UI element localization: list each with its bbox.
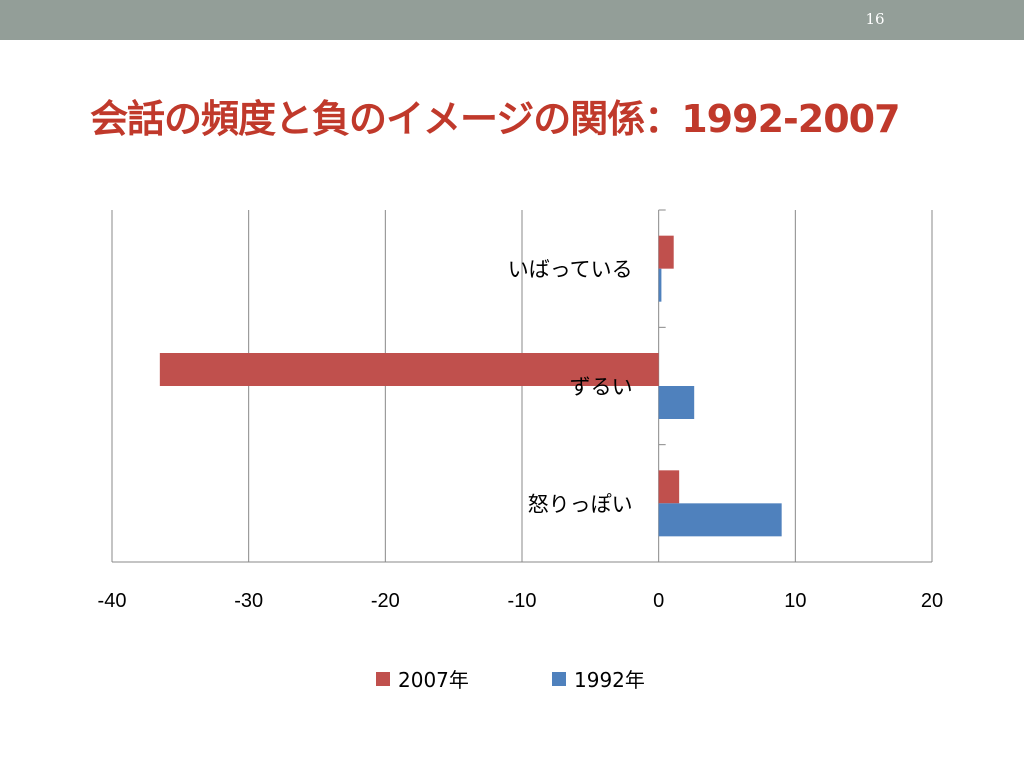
category-label: ずるい bbox=[570, 375, 633, 399]
bar-1992 bbox=[658, 268, 662, 302]
legend-swatch bbox=[552, 672, 566, 686]
slide-number: 16 bbox=[865, 10, 885, 28]
bar-2007 bbox=[658, 235, 674, 269]
x-tick-label: 10 bbox=[784, 590, 806, 612]
x-tick-label: 20 bbox=[921, 590, 943, 612]
x-tick-label: -10 bbox=[508, 590, 537, 612]
x-tick-label: 0 bbox=[653, 590, 664, 612]
bar-1992 bbox=[658, 386, 695, 419]
category-label: 怒りっぽい bbox=[528, 492, 633, 516]
bar-1992 bbox=[658, 503, 782, 537]
slide-top-bar: 16 bbox=[0, 0, 1024, 40]
x-tick-label: -20 bbox=[371, 590, 400, 612]
category-label: いばっている bbox=[508, 258, 633, 282]
bar-2007 bbox=[159, 353, 659, 386]
x-tick-label: -40 bbox=[98, 590, 127, 612]
legend-swatch bbox=[376, 672, 390, 686]
bar-2007 bbox=[658, 470, 680, 504]
legend-label: 1992年 bbox=[574, 668, 645, 692]
legend-label: 2007年 bbox=[398, 668, 469, 692]
x-tick-label: -30 bbox=[234, 590, 263, 612]
slide-title: 会話の頻度と負のイメージの関係：1992-2007 bbox=[90, 97, 901, 141]
